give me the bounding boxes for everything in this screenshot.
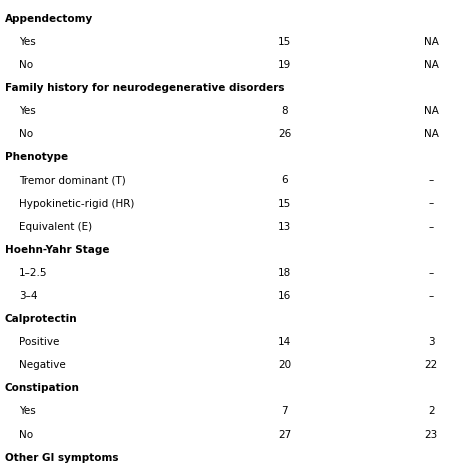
Text: NA: NA xyxy=(424,60,439,70)
Text: 23: 23 xyxy=(425,429,438,439)
Text: 3: 3 xyxy=(428,337,435,347)
Text: 6: 6 xyxy=(281,175,288,185)
Text: 18: 18 xyxy=(278,268,291,278)
Text: Yes: Yes xyxy=(19,106,36,116)
Text: 14: 14 xyxy=(278,337,291,347)
Text: 27: 27 xyxy=(278,429,291,439)
Text: Equivalent (E): Equivalent (E) xyxy=(19,222,92,232)
Text: 19: 19 xyxy=(278,60,291,70)
Text: 16: 16 xyxy=(278,291,291,301)
Text: Yes: Yes xyxy=(19,37,36,47)
Text: No: No xyxy=(19,129,33,139)
Text: –: – xyxy=(428,291,434,301)
Text: Hypokinetic-rigid (HR): Hypokinetic-rigid (HR) xyxy=(19,199,134,209)
Text: Other GI symptoms: Other GI symptoms xyxy=(5,453,118,463)
Text: 2: 2 xyxy=(428,407,435,417)
Text: Family history for neurodegenerative disorders: Family history for neurodegenerative dis… xyxy=(5,83,284,93)
Text: No: No xyxy=(19,60,33,70)
Text: 15: 15 xyxy=(278,199,291,209)
Text: 15: 15 xyxy=(278,37,291,47)
Text: 22: 22 xyxy=(425,360,438,370)
Text: 20: 20 xyxy=(278,360,291,370)
Text: –: – xyxy=(428,199,434,209)
Text: NA: NA xyxy=(424,37,439,47)
Text: Yes: Yes xyxy=(19,407,36,417)
Text: –: – xyxy=(428,175,434,185)
Text: Calprotectin: Calprotectin xyxy=(5,314,77,324)
Text: –: – xyxy=(428,268,434,278)
Text: NA: NA xyxy=(424,106,439,116)
Text: No: No xyxy=(19,429,33,439)
Text: Constipation: Constipation xyxy=(5,383,80,393)
Text: 13: 13 xyxy=(278,222,291,232)
Text: 7: 7 xyxy=(281,407,288,417)
Text: –: – xyxy=(428,222,434,232)
Text: Tremor dominant (T): Tremor dominant (T) xyxy=(19,175,126,185)
Text: 26: 26 xyxy=(278,129,291,139)
Text: NA: NA xyxy=(424,129,439,139)
Text: 3–4: 3–4 xyxy=(19,291,37,301)
Text: Negative: Negative xyxy=(19,360,66,370)
Text: 8: 8 xyxy=(281,106,288,116)
Text: Positive: Positive xyxy=(19,337,59,347)
Text: 1–2.5: 1–2.5 xyxy=(19,268,47,278)
Text: Appendectomy: Appendectomy xyxy=(5,14,93,24)
Text: Phenotype: Phenotype xyxy=(5,152,68,162)
Text: Hoehn-Yahr Stage: Hoehn-Yahr Stage xyxy=(5,245,109,255)
